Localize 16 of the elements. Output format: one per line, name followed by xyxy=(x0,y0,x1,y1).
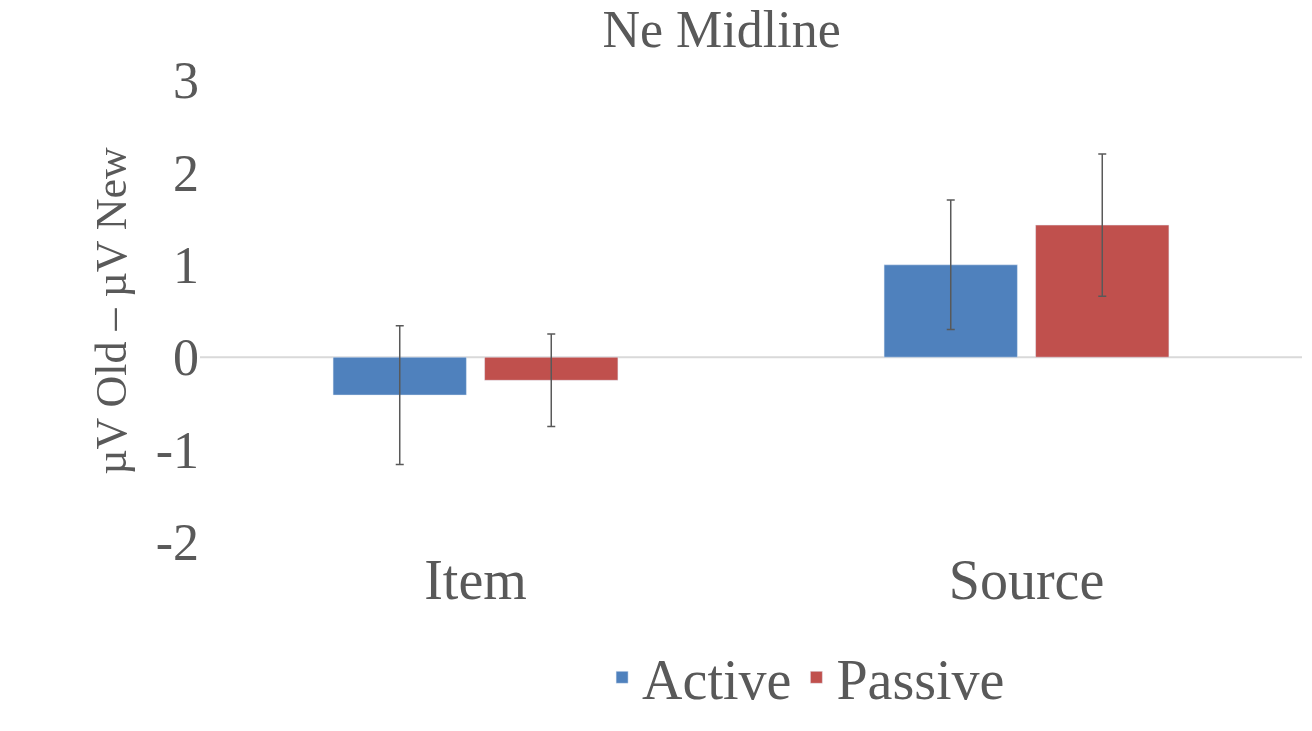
chart-title: Ne Midline xyxy=(602,1,841,59)
bar xyxy=(883,264,1018,358)
y-tick-label: -2 xyxy=(155,514,199,572)
bar xyxy=(332,356,467,396)
bar xyxy=(484,356,619,381)
y-tick-label: 2 xyxy=(173,144,199,202)
y-axis-title: µV Old – µV New xyxy=(86,146,136,475)
y-tick-label: 0 xyxy=(173,329,199,387)
y-tick-label: 1 xyxy=(173,237,199,294)
y-tick-label: 3 xyxy=(173,52,199,110)
bar xyxy=(1035,224,1170,358)
legend-label: Active xyxy=(642,649,792,712)
legend-label: Passive xyxy=(836,649,1005,712)
y-tick-label: -1 xyxy=(155,421,199,479)
x-tick-label: Source xyxy=(948,549,1105,611)
x-tick-label: Item xyxy=(424,549,527,611)
